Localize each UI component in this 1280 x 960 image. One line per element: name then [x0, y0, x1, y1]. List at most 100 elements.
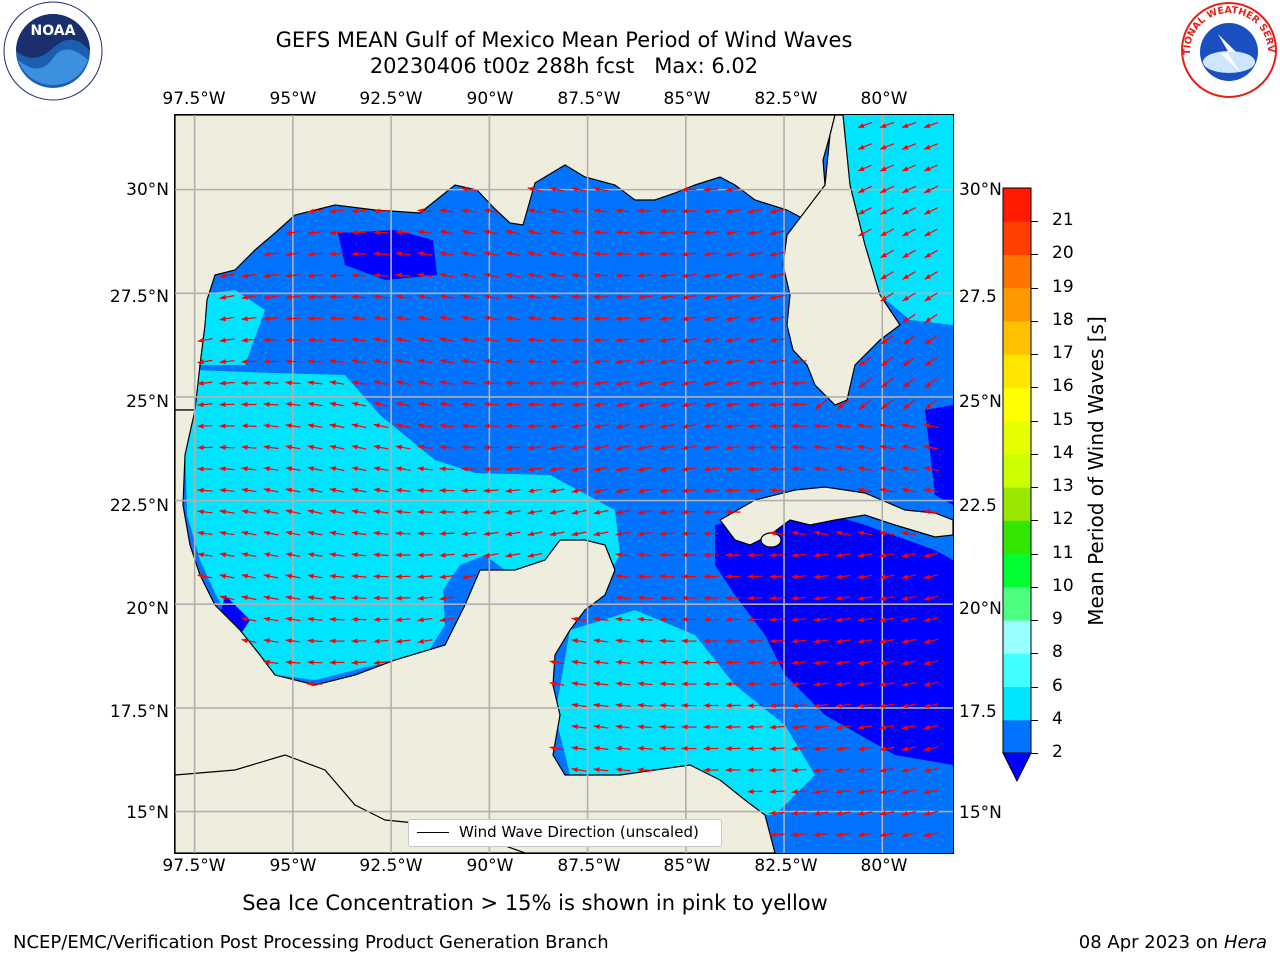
wind-wave-arrow-head — [879, 466, 886, 472]
wind-wave-arrow-head — [615, 423, 622, 429]
wind-wave-arrow-head — [659, 337, 666, 343]
wind-wave-arrow-head — [769, 423, 776, 429]
wind-wave-arrow-head — [615, 573, 622, 579]
wind-wave-arrow-head — [813, 832, 820, 838]
wind-wave-arrow-head — [263, 573, 270, 579]
wind-wave-arrow-head — [791, 444, 798, 450]
wind-wave-arrow-head — [703, 574, 710, 579]
wind-wave-arrow-head — [307, 573, 314, 579]
wind-wave-arrow-head — [835, 746, 842, 752]
wind-wave-arrow-head — [483, 315, 490, 321]
wind-wave-arrow-head — [681, 574, 688, 579]
wind-wave-arrow-head — [615, 337, 622, 343]
wind-wave-arrow-head — [769, 402, 776, 408]
wind-wave-arrow-head — [571, 509, 579, 515]
wind-wave-arrow-head — [263, 487, 270, 493]
wind-wave-arrow-head — [461, 208, 468, 214]
wind-wave-arrow-head — [373, 552, 380, 558]
wind-wave-arrow-head — [593, 509, 600, 515]
wind-wave-arrow-head — [461, 358, 468, 364]
wind-wave-arrow-head — [527, 552, 534, 558]
wind-wave-arrow-head — [791, 681, 798, 687]
wind-wave-arrow-head — [549, 488, 556, 494]
wind-wave-arrow-head — [880, 295, 888, 301]
colorbar-tick-mark — [1031, 686, 1038, 688]
wind-wave-arrow-head — [197, 337, 204, 343]
wind-wave-arrow-head — [703, 767, 710, 773]
wind-wave-arrow-head — [681, 359, 689, 365]
wind-wave-arrow-head — [725, 488, 732, 493]
colorbar-tick-mark — [1031, 653, 1038, 655]
wind-wave-arrow-head — [901, 617, 909, 623]
wind-wave-arrow-head — [637, 488, 644, 494]
wind-wave-arrow-head — [813, 444, 820, 450]
wind-wave-arrow-head — [461, 294, 469, 300]
wind-wave-arrow-head — [615, 229, 622, 235]
wind-wave-arrow-head — [902, 166, 909, 171]
wind-wave-arrow-head — [637, 724, 644, 730]
wind-wave-arrow-head — [637, 337, 644, 343]
wind-wave-arrow-head — [197, 423, 204, 429]
wind-wave-arrow-head — [681, 208, 688, 214]
wind-wave-arrow-head — [703, 402, 710, 408]
map-canvas — [175, 115, 953, 853]
wind-wave-arrow-head — [791, 574, 798, 580]
wind-wave-arrow-head — [923, 832, 931, 838]
wind-wave-arrow-head — [879, 595, 886, 601]
wind-wave-arrow-head — [549, 423, 556, 429]
wind-wave-arrow-head — [923, 660, 931, 666]
wind-wave-arrow-head — [769, 337, 776, 343]
wind-wave-arrow-head — [285, 294, 292, 300]
wind-wave-arrow-head — [263, 659, 270, 665]
wind-wave-arrow-head — [615, 359, 622, 365]
wind-wave-arrow-head — [197, 445, 204, 450]
wind-wave-arrow-head — [285, 466, 292, 472]
wind-wave-arrow-head — [593, 767, 600, 773]
wind-wave-arrow-head — [241, 359, 248, 365]
wind-wave-arrow-head — [571, 724, 578, 730]
wind-wave-arrow-head — [923, 423, 931, 429]
wind-wave-arrow-head — [351, 444, 358, 450]
wind-wave-arrow-head — [769, 251, 777, 257]
colorbar-segment — [1003, 586, 1031, 621]
wind-wave-arrow-head — [241, 444, 248, 450]
wind-wave-arrow-head — [857, 703, 864, 709]
wind-wave-arrow-head — [285, 509, 293, 515]
wind-wave-arrow-head — [417, 552, 424, 558]
wind-wave-arrow-head — [747, 746, 754, 752]
wind-wave-arrow-head — [439, 294, 446, 300]
wind-wave-arrow-head — [461, 337, 468, 343]
wind-wave-arrow-head — [925, 381, 932, 388]
wind-wave-arrow-head — [593, 316, 600, 321]
wind-wave-arrow-head — [615, 208, 622, 214]
wind-wave-arrow-head — [747, 488, 754, 493]
wind-wave-arrow-head — [659, 294, 666, 300]
wind-wave-arrow-head — [461, 315, 468, 321]
wind-wave-arrow-head — [637, 681, 644, 687]
wind-wave-arrow-head — [879, 638, 886, 644]
wind-wave-arrow-head — [923, 810, 931, 816]
wind-wave-arrow-head — [813, 746, 820, 752]
wind-wave-arrow-head — [703, 273, 710, 279]
wind-wave-arrow-head — [373, 574, 380, 579]
wind-wave-arrow-head — [925, 403, 932, 410]
wind-wave-arrow-head — [880, 144, 887, 150]
wind-wave-arrow-head — [637, 380, 644, 386]
colorbar-tick-label: 15 — [1052, 409, 1074, 430]
wind-wave-arrow-head — [219, 466, 226, 472]
wind-wave-arrow-head — [329, 294, 336, 300]
wind-wave-arrow-head — [417, 617, 424, 623]
wind-wave-arrow-head — [593, 638, 600, 644]
wind-wave-arrow-head — [857, 444, 864, 450]
wind-wave-arrow-head — [307, 208, 314, 214]
wind-wave-arrow-head — [879, 789, 886, 795]
wind-wave-arrow-head — [791, 703, 798, 709]
wind-wave-arrow-head — [549, 272, 556, 278]
wind-wave-arrow-head — [549, 359, 556, 364]
wind-wave-arrow-head — [615, 702, 622, 708]
colorbar-segment — [1003, 287, 1031, 322]
wind-wave-arrow-head — [813, 595, 820, 601]
wind-wave-arrow-head — [395, 574, 402, 579]
wind-wave-arrow-head — [329, 251, 336, 257]
wind-wave-arrow-head — [439, 401, 446, 407]
